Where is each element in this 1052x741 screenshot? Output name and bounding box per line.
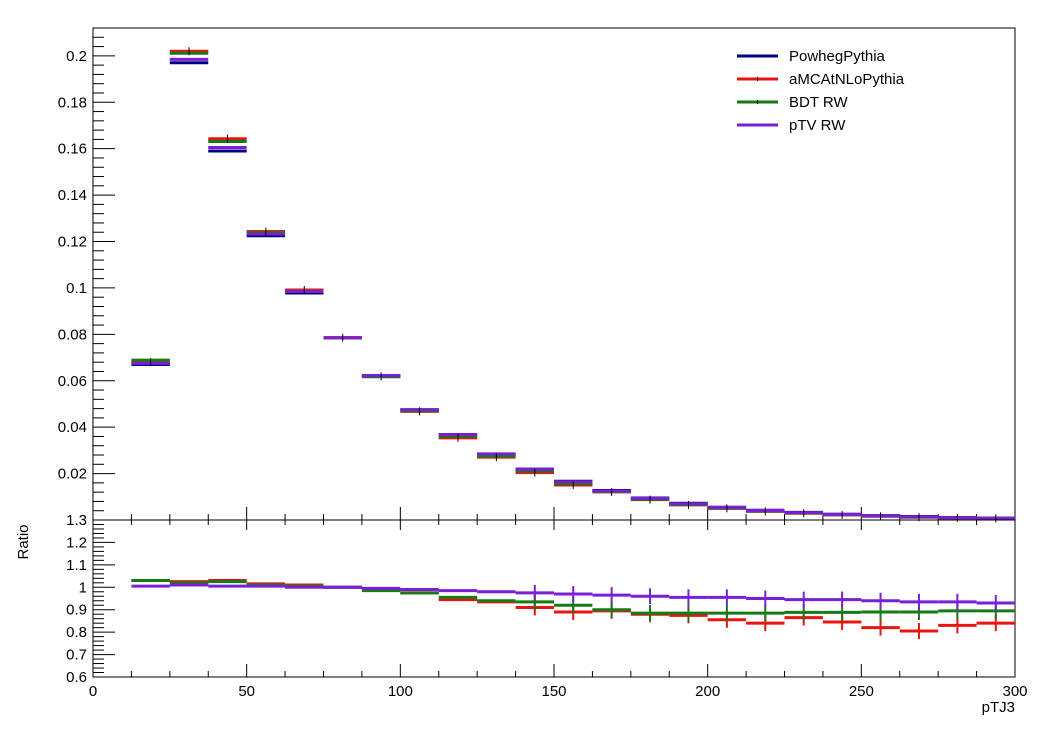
series-bdt-rw (131, 51, 1015, 520)
ratio-y-tick-label: 1.1 (66, 557, 87, 574)
ratio-y-tick-label: 1.2 (66, 534, 87, 551)
legend-item: PowhegPythia (737, 48, 886, 65)
x-tick-label: 100 (388, 683, 413, 700)
main-frame (92, 27, 1016, 521)
x-tick-label: 150 (541, 683, 566, 700)
x-tick-label: 250 (849, 683, 874, 700)
main-x-axis (92, 507, 1016, 520)
ratio-y-axis: 0.6 0.7 0.8 0.9 1 1.1 1.2 1.3 (66, 512, 115, 686)
ratio-panel: 0.6 0.7 0.8 0.9 1 1.1 1.2 1.3 0 50 100 150 200 250 300 (66, 512, 1027, 700)
legend-label: pTV RW (789, 117, 846, 134)
error-markers (150, 47, 997, 523)
main-y-tick-label: 0.04 (58, 419, 87, 436)
x-tick-label: 50 (238, 683, 255, 700)
main-y-tick-label: 0.2 (66, 48, 87, 65)
legend-label: BDT RW (789, 94, 848, 111)
legend-label: PowhegPythia (789, 48, 886, 65)
main-y-tick-label: 0.18 (58, 94, 87, 111)
main-y-tick-label: 0.16 (58, 141, 87, 158)
ratio-y-axis-label: Ratio (15, 524, 32, 559)
main-y-tick-label: 0.1 (66, 280, 87, 297)
ratio-y-tick-label: 1 (79, 579, 87, 596)
main-y-tick-label: 0.12 (58, 234, 87, 251)
ratio-y-tick-label: 0.7 (66, 647, 87, 664)
ratio-series-bdt-rw (131, 579, 1015, 622)
x-axis: 0 50 100 150 200 250 300 (89, 520, 1028, 700)
legend-label: aMCAtNLoPythia (789, 71, 905, 88)
series-ptv-rw (131, 57, 1015, 520)
ratio-frame (92, 519, 1016, 678)
legend: PowhegPythia aMCAtNLoPythia BDT RW pTV RW (737, 48, 905, 134)
main-y-axis: 0.02 0.04 0.06 0.08 0.1 0.12 0.14 0.16 0.18 0.2 (58, 36, 115, 512)
main-y-tick-label: 0.02 (58, 466, 87, 483)
legend-item: pTV RW (737, 117, 846, 134)
ratio-y-tick-label: 0.6 (66, 669, 87, 686)
ratio-y-tick-label: 1.3 (66, 512, 87, 529)
x-tick-label: 0 (89, 683, 97, 700)
ratio-y-tick-label: 0.9 (66, 602, 87, 619)
x-tick-label: 300 (1002, 683, 1027, 700)
main-y-tick-label: 0.08 (58, 326, 87, 343)
series-powhegpythia (131, 61, 1015, 520)
main-y-tick-label: 0.06 (58, 373, 87, 390)
main-panel: 0.02 0.04 0.06 0.08 0.1 0.12 0.14 0.16 0.18 0.2 (58, 27, 1016, 523)
ratio-series-ptv-rw (131, 583, 1015, 611)
series-amcatnlopythia (131, 49, 1015, 520)
x-tick-label: 200 (695, 683, 720, 700)
legend-item: aMCAtNLoPythia (737, 71, 905, 88)
legend-item: BDT RW (737, 94, 848, 111)
main-y-tick-label: 0.14 (58, 187, 87, 204)
x-axis-label: pTJ3 (982, 699, 1015, 716)
ratio-y-tick-label: 0.8 (66, 624, 87, 641)
